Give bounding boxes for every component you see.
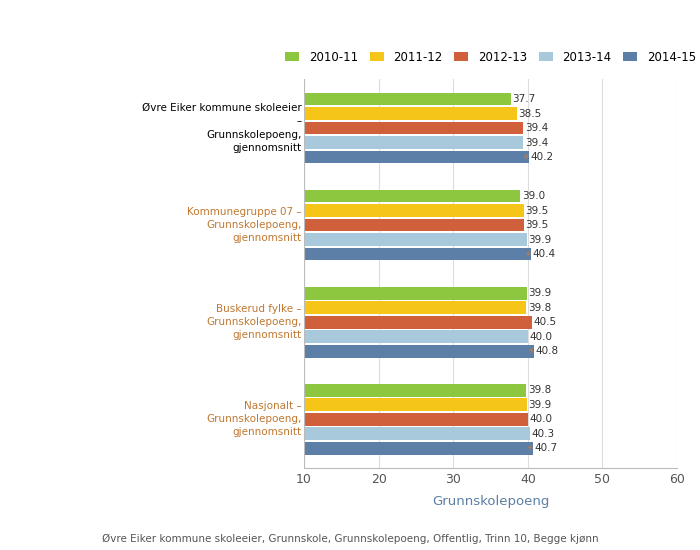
Bar <box>304 219 524 232</box>
Text: Øvre Eiker kommune skoleeier, Grunnskole, Grunnskolepoeng, Offentlig, Trinn 10, : Øvre Eiker kommune skoleeier, Grunnskole… <box>102 534 598 544</box>
Bar <box>304 316 531 328</box>
Text: 39.8: 39.8 <box>528 302 551 312</box>
Text: 40.0: 40.0 <box>529 414 552 424</box>
Text: ⚡: ⚡ <box>526 444 533 453</box>
Bar <box>304 398 527 411</box>
Text: ⚡: ⚡ <box>523 152 529 162</box>
Text: ⚡: ⚡ <box>524 250 531 258</box>
Text: 39.5: 39.5 <box>526 206 549 216</box>
Bar <box>304 287 527 300</box>
Bar <box>304 442 533 455</box>
Bar <box>304 233 527 246</box>
Text: 38.5: 38.5 <box>518 108 541 119</box>
Bar <box>304 427 530 440</box>
Text: 40.5: 40.5 <box>533 317 556 327</box>
Bar <box>304 413 528 426</box>
Bar <box>304 384 526 397</box>
Text: Øvre Eiker kommune skoleeier
–
Grunnskolepoeng,
gjennomsnitt: Øvre Eiker kommune skoleeier – Grunnskol… <box>142 103 302 153</box>
Text: 40.4: 40.4 <box>532 249 555 259</box>
Text: 37.7: 37.7 <box>512 94 536 104</box>
X-axis label: Grunnskolepoeng: Grunnskolepoeng <box>432 494 550 508</box>
Bar <box>304 190 520 202</box>
Text: 39.9: 39.9 <box>528 235 552 245</box>
Bar <box>304 136 524 149</box>
Text: 39.5: 39.5 <box>526 220 549 230</box>
Bar <box>304 92 511 106</box>
Text: ⚡: ⚡ <box>527 346 533 356</box>
Bar <box>304 345 534 358</box>
Text: 40.8: 40.8 <box>536 346 559 356</box>
Text: 39.4: 39.4 <box>525 123 548 133</box>
Bar <box>304 248 531 261</box>
Bar <box>304 331 528 343</box>
Text: Buskerud fylke –
Grunnskolepoeng,
gjennomsnitt: Buskerud fylke – Grunnskolepoeng, gjenno… <box>206 304 302 340</box>
Text: 39.0: 39.0 <box>522 191 545 201</box>
Bar <box>304 204 524 217</box>
Text: 39.8: 39.8 <box>528 385 551 395</box>
Text: 40.3: 40.3 <box>531 428 554 439</box>
Bar <box>304 107 517 120</box>
Bar <box>304 151 529 163</box>
Legend: 2010-11, 2011-12, 2012-13, 2013-14, 2014-15: 2010-11, 2011-12, 2012-13, 2013-14, 2014… <box>280 46 700 68</box>
Text: 39.9: 39.9 <box>528 288 552 298</box>
Text: 40.7: 40.7 <box>535 443 558 453</box>
Text: Nasjonalt –
Grunnskolepoeng,
gjennomsnitt: Nasjonalt – Grunnskolepoeng, gjennomsnit… <box>206 401 302 437</box>
Bar <box>304 301 526 314</box>
Bar <box>304 122 524 134</box>
Text: Kommunegruppe 07 –
Grunnskolepoeng,
gjennomsnitt: Kommunegruppe 07 – Grunnskolepoeng, gjen… <box>187 207 302 243</box>
Text: 40.0: 40.0 <box>529 332 552 342</box>
Text: 40.2: 40.2 <box>531 152 554 162</box>
Text: 39.4: 39.4 <box>525 138 548 147</box>
Text: 39.9: 39.9 <box>528 400 552 410</box>
